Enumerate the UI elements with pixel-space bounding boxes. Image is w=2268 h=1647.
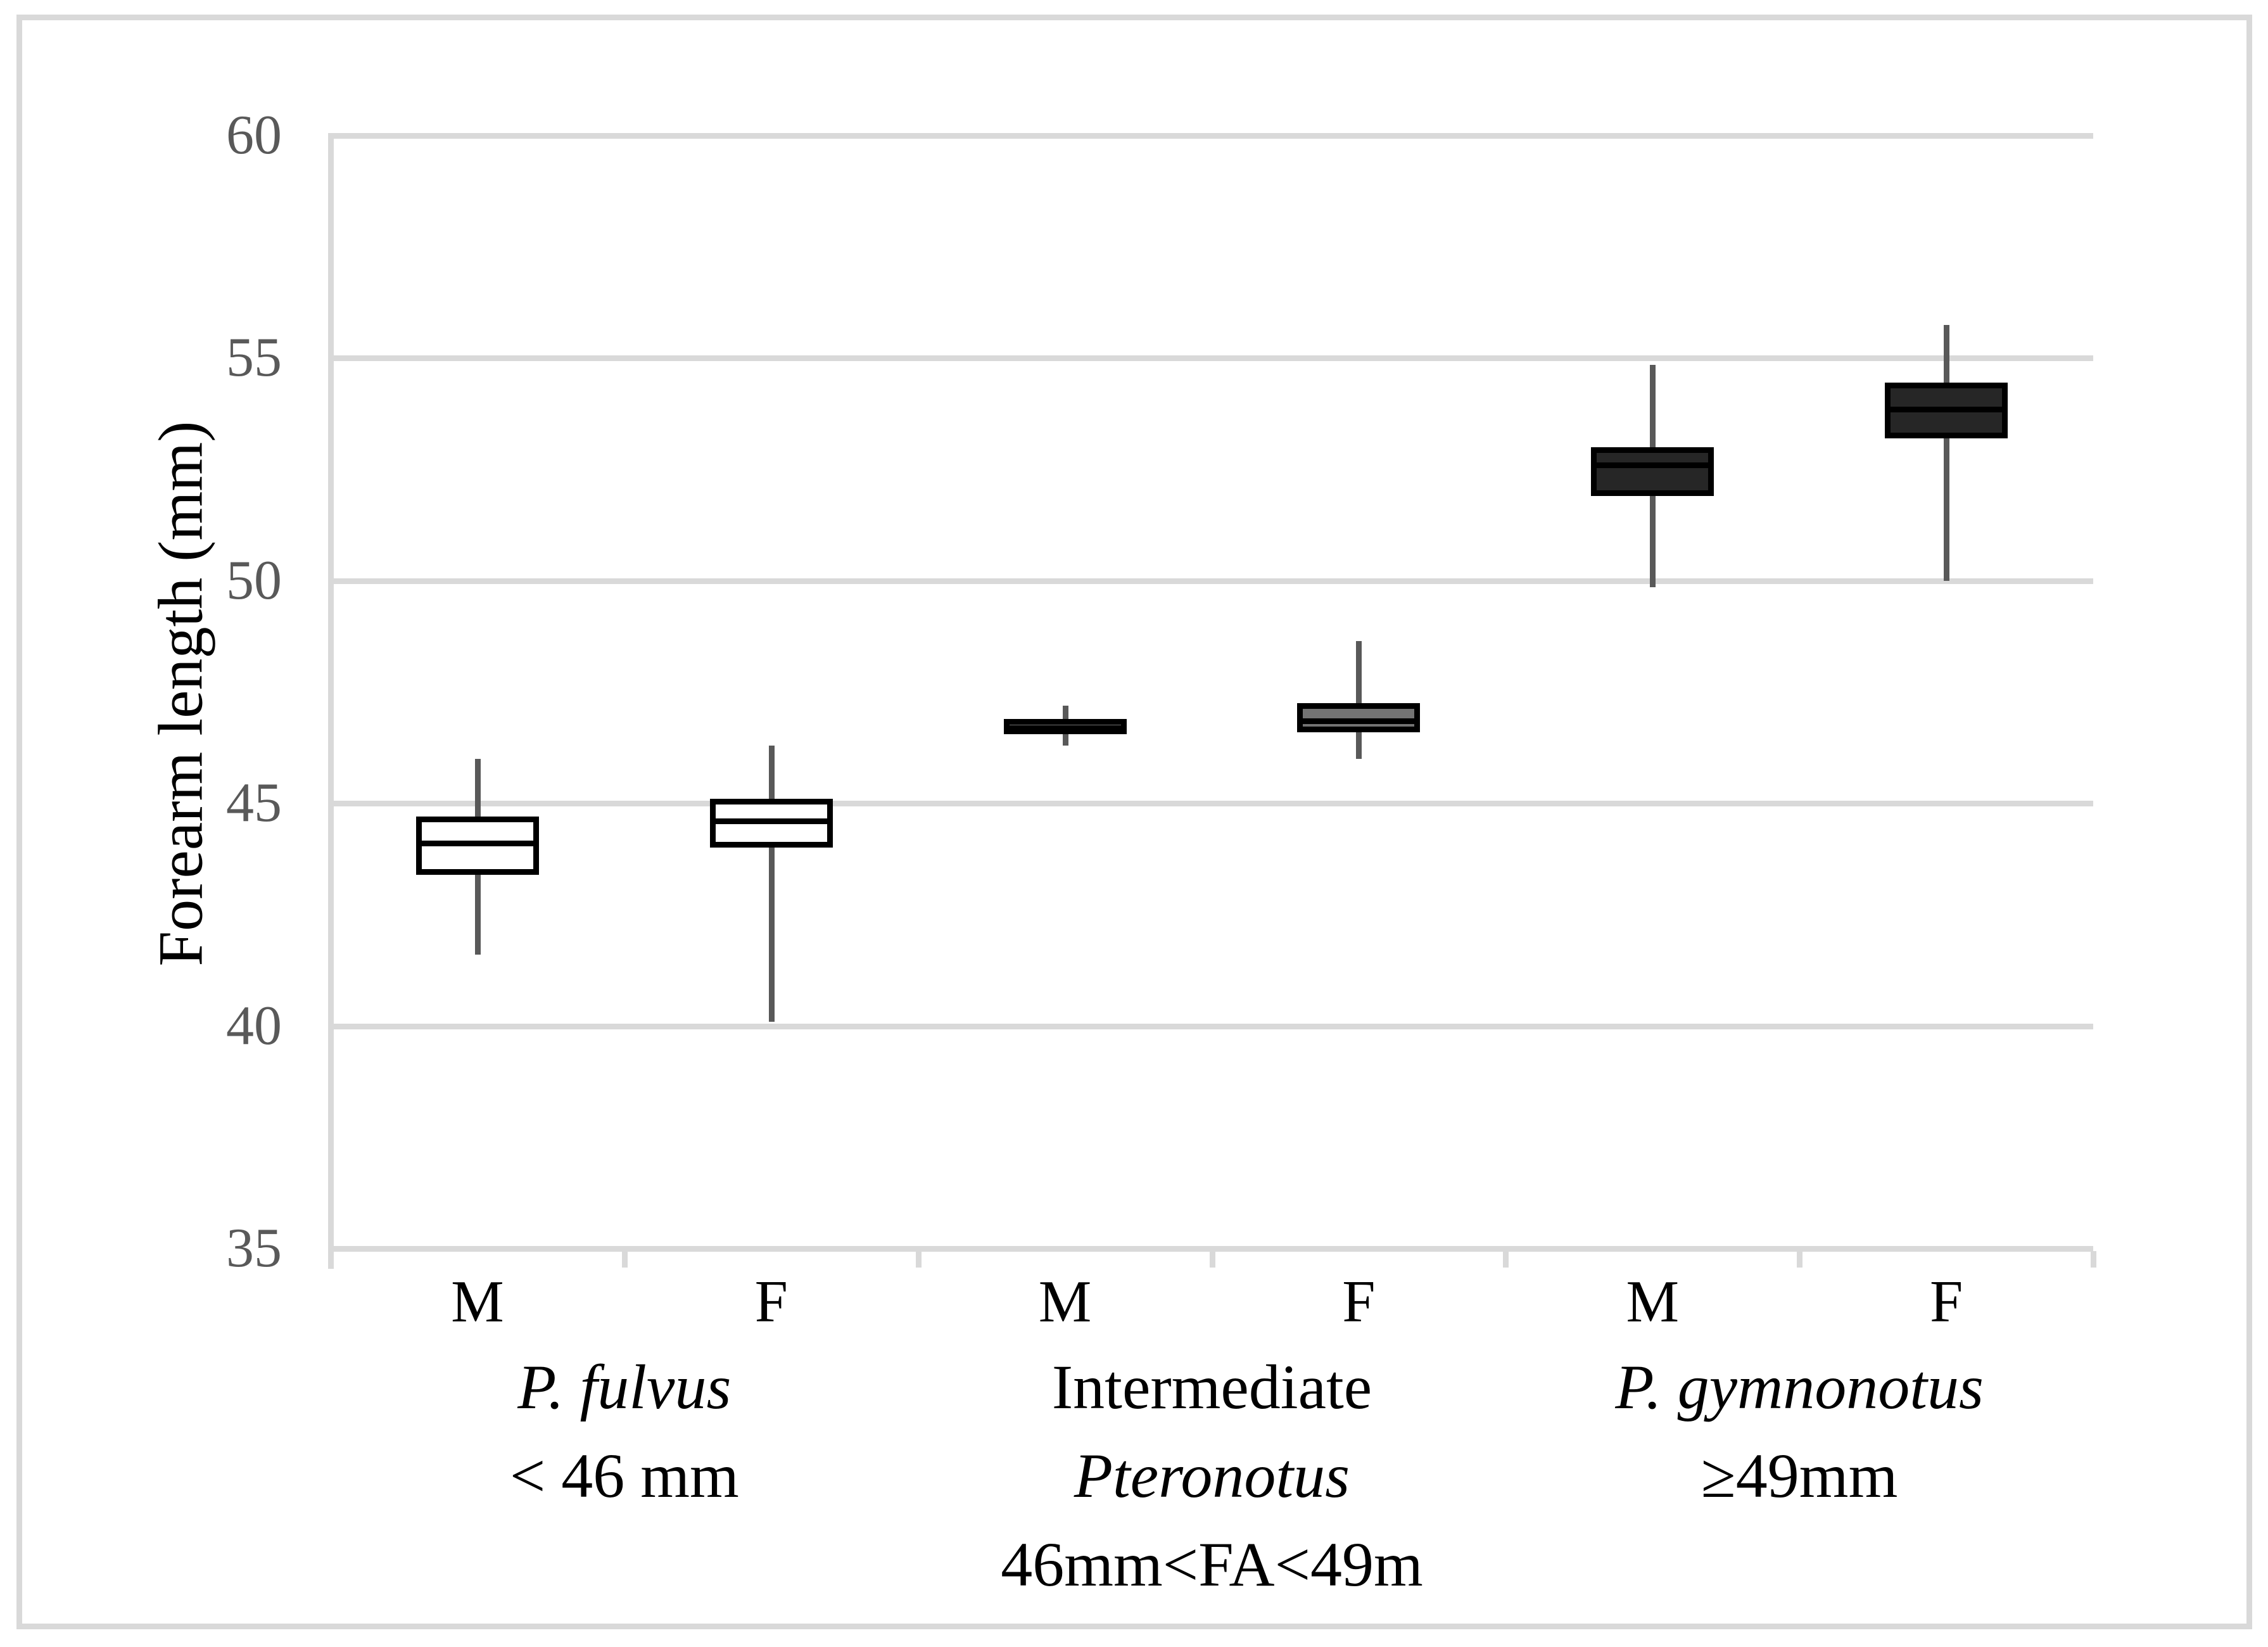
whisker-p-fulvus-f	[768, 745, 775, 1022]
x-axis-group-label-p-fulvus-line1: P. fulvus	[517, 1352, 732, 1422]
y-tick-label-35: 35	[226, 1218, 282, 1279]
median-line-intermediate-f	[1302, 718, 1416, 725]
y-tick-label-40: 40	[226, 995, 282, 1057]
y-axis-line	[328, 133, 334, 1269]
x-axis-group-label-p-fulvus-line2: < 46 mm	[509, 1440, 739, 1511]
gridline-50	[331, 578, 2093, 584]
median-line-p-gymnonotus-m	[1595, 462, 1710, 469]
gridline-45	[331, 801, 2093, 807]
median-line-p-fulvus-m	[420, 841, 535, 847]
y-tick-label-55: 55	[226, 327, 282, 389]
boxplot-box-p-gymnonotus-m	[1591, 447, 1714, 497]
gridline-40	[331, 1023, 2093, 1029]
x-axis-sex-label-p-fulvus-f: F	[754, 1269, 788, 1335]
whisker-intermediate-f	[1356, 640, 1362, 759]
y-tick-label-60: 60	[226, 105, 282, 166]
x-axis-tick-0	[328, 1251, 334, 1268]
x-axis-group-label-intermediate-line2: Pteronotus	[1074, 1440, 1350, 1511]
x-axis-tick-4	[1503, 1251, 1509, 1268]
y-tick-label-45: 45	[226, 772, 282, 834]
x-axis-tick-1	[621, 1251, 628, 1268]
whisker-p-gymnonotus-f	[1944, 324, 1950, 581]
x-axis-group-label-intermediate-line3: 46mm<FA<49m	[1001, 1529, 1423, 1599]
median-line-p-fulvus-f	[714, 818, 828, 825]
x-axis-sex-label-p-gymnonotus-f: F	[1929, 1269, 1963, 1335]
x-axis-tick-6	[2091, 1251, 2096, 1268]
gridline-60	[331, 133, 2093, 139]
x-axis-sex-label-intermediate-m: M	[1038, 1269, 1092, 1335]
gridline-55	[331, 355, 2093, 362]
x-axis-group-label-p-gymnonotus-line1: P. gymnonotus	[1615, 1352, 1984, 1422]
x-axis-tick-3	[1209, 1251, 1215, 1268]
y-tick-label-50: 50	[226, 549, 282, 611]
x-axis-sex-label-intermediate-f: F	[1342, 1269, 1376, 1335]
figure-frame-border	[16, 15, 2252, 1629]
y-axis-title: Forearm length (mm)	[145, 421, 216, 967]
x-axis-sex-label-p-gymnonotus-m: M	[1626, 1269, 1680, 1335]
x-axis-tick-5	[1797, 1251, 1803, 1268]
x-axis-sex-label-p-fulvus-m: M	[451, 1269, 504, 1335]
gridline-35	[331, 1246, 2093, 1252]
x-axis-tick-2	[915, 1251, 922, 1268]
median-line-p-gymnonotus-f	[1889, 407, 2004, 413]
median-line-intermediate-m	[1008, 725, 1122, 731]
x-axis-group-label-intermediate-line1: Intermediate	[1051, 1352, 1372, 1422]
x-axis-group-label-p-gymnonotus-line2: ≥49mm	[1701, 1440, 1898, 1511]
boxplot-box-intermediate-f	[1297, 703, 1421, 732]
